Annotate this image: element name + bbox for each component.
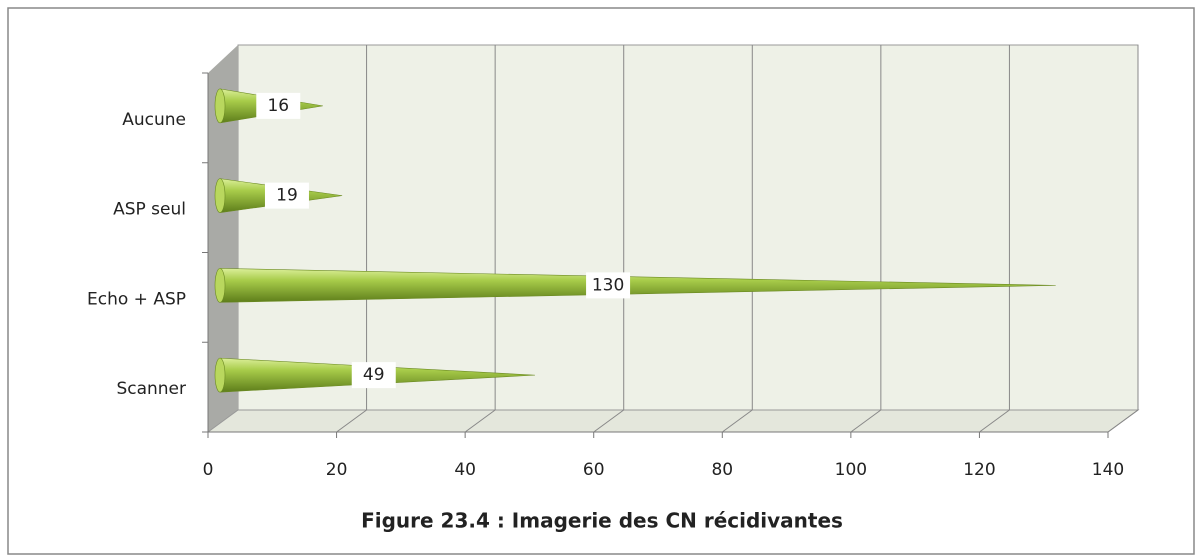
x-tick-label: 60 (583, 460, 605, 480)
label-box (256, 92, 301, 119)
y-tick-label: Echo + ASP (87, 289, 186, 309)
cone-base (214, 88, 226, 124)
cone-base (214, 268, 226, 303)
grid-line (1107, 409, 1139, 433)
label-box (264, 182, 309, 209)
grid-line (464, 409, 496, 433)
y-tick-label: Scanner (116, 379, 186, 399)
cone-base (214, 178, 226, 213)
label-box (586, 272, 631, 299)
x-tick-label: 20 (326, 460, 348, 480)
label-box (351, 362, 396, 389)
chart-title: Figure 23.4 : Imagerie des CN récidivant… (361, 509, 843, 533)
grid-line (336, 409, 367, 433)
data-label: 19 (276, 186, 298, 206)
grid-line (850, 409, 882, 433)
grid-line (593, 409, 625, 433)
x-tick-label: 80 (711, 460, 733, 480)
data-label: 16 (267, 96, 289, 116)
data-label: 49 (363, 365, 385, 385)
y-tick-label: Aucune (122, 110, 186, 130)
x-tick-label: 0 (203, 460, 214, 480)
side-wall (208, 45, 238, 432)
y-tick-label: ASP seul (113, 200, 186, 220)
floor (206, 409, 1140, 433)
cone-base (214, 357, 226, 393)
data-label: 130 (592, 275, 624, 295)
x-tick-label: 140 (1092, 460, 1124, 480)
grid-line (979, 409, 1010, 433)
x-tick-label: 100 (835, 460, 867, 480)
x-tick-label: 120 (963, 460, 995, 480)
x-tick-label: 40 (454, 460, 476, 480)
grid-line (721, 409, 753, 433)
back-wall (237, 44, 1139, 411)
